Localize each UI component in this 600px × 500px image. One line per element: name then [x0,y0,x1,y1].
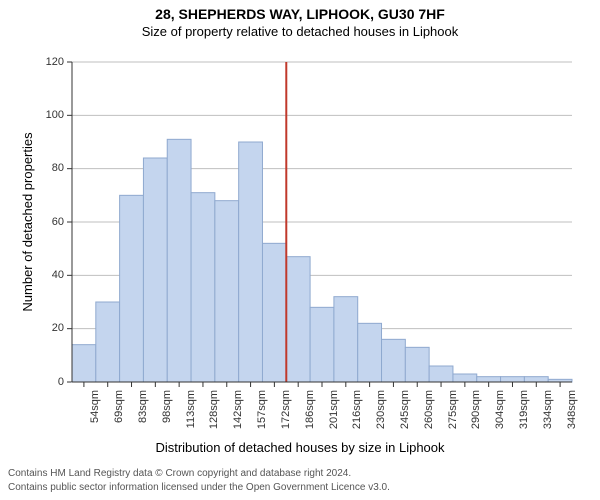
x-tick-label: 157sqm [256,390,268,450]
x-tick-label: 319sqm [518,390,530,450]
x-tick-label: 304sqm [494,390,506,450]
x-tick-label: 275sqm [447,390,459,450]
y-tick-label: 80 [34,162,64,174]
histogram-bar [429,366,453,382]
histogram-bar [262,243,286,382]
chart-title: 28, SHEPHERDS WAY, LIPHOOK, GU30 7HF [0,6,600,22]
x-tick-label: 334sqm [542,390,554,450]
histogram-bar [358,323,382,382]
x-tick-label: 128sqm [208,390,220,450]
x-tick-label: 83sqm [137,390,149,450]
y-tick-label: 60 [34,216,64,228]
x-tick-label: 290sqm [470,390,482,450]
x-tick-label: 113sqm [185,390,197,450]
histogram-bar [524,377,548,382]
chart-subtitle: Size of property relative to detached ho… [0,24,600,39]
histogram-bar [453,374,477,382]
histogram-bar [382,339,406,382]
footer-line-1: Contains HM Land Registry data © Crown c… [8,468,592,479]
x-tick-label: 245sqm [399,390,411,450]
histogram-plot [72,62,572,382]
histogram-bar [143,158,167,382]
x-tick-label: 69sqm [113,390,125,450]
histogram-bar [191,193,215,382]
x-tick-label: 230sqm [375,390,387,450]
y-tick-label: 0 [34,376,64,388]
histogram-bar [286,257,310,382]
x-tick-label: 216sqm [351,390,363,450]
histogram-bar [334,297,358,382]
x-tick-label: 142sqm [232,390,244,450]
y-tick-label: 120 [34,56,64,68]
x-tick-label: 201sqm [328,390,340,450]
x-tick-label: 348sqm [566,390,578,450]
chart-container: { "title": "28, SHEPHERDS WAY, LIPHOOK, … [0,0,600,500]
y-tick-label: 100 [34,109,64,121]
x-tick-label: 186sqm [304,390,316,450]
histogram-bar [501,377,525,382]
x-tick-label: 260sqm [423,390,435,450]
x-tick-label: 98sqm [161,390,173,450]
histogram-bar [405,347,429,382]
y-tick-label: 20 [34,322,64,334]
footer-line-2: Contains public sector information licen… [8,482,592,493]
x-tick-label: 54sqm [89,390,101,450]
histogram-bar [96,302,120,382]
histogram-bar [310,307,334,382]
histogram-bar [239,142,263,382]
histogram-bar [477,377,501,382]
y-axis-label: Number of detached properties [20,62,35,382]
histogram-bar [120,195,144,382]
histogram-bar [167,139,191,382]
histogram-bar [215,201,239,382]
y-tick-label: 40 [34,269,64,281]
histogram-bar [72,345,96,382]
x-tick-label: 172sqm [280,390,292,450]
